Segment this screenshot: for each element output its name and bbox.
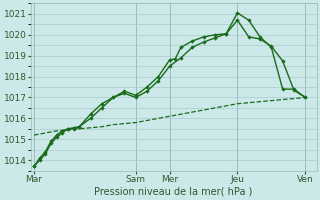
X-axis label: Pression niveau de la mer( hPa ): Pression niveau de la mer( hPa ) bbox=[94, 187, 253, 197]
